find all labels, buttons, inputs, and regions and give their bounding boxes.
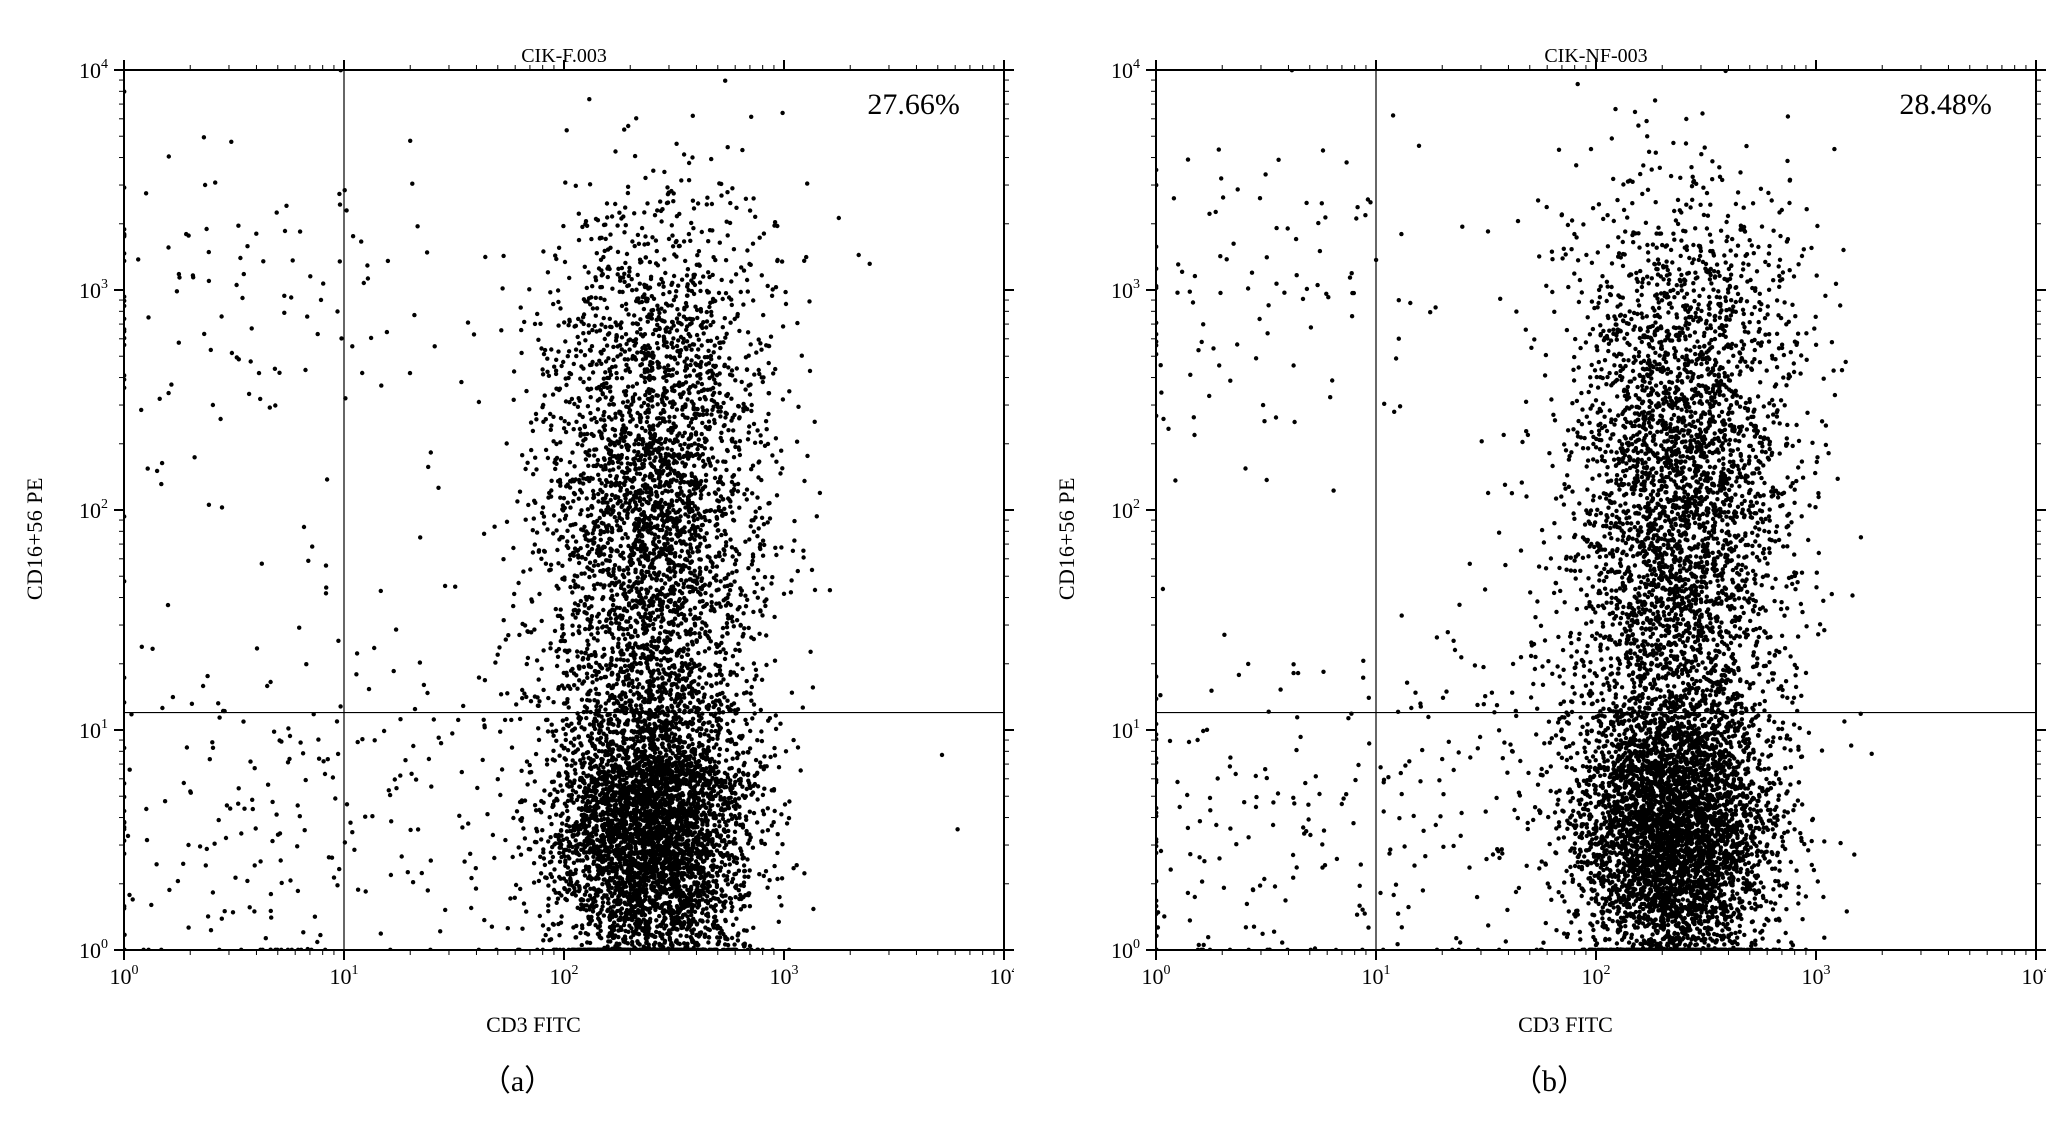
- plot-title: CIK-NF-003: [1544, 45, 1647, 67]
- scatter-points: [122, 68, 960, 952]
- svg-container: 100 101 102 103 104 100 101 102 103 104 CIK-NF-00…: [1086, 40, 2046, 1038]
- tick-label: 102: [79, 497, 108, 523]
- tick-label: 101: [1111, 717, 1140, 743]
- tick-label: 101: [329, 963, 358, 989]
- tick-label: 104: [79, 57, 108, 83]
- scatter-plot: 100 101 102 103 104 100 101 102 103 104 CIK-F.003…: [54, 40, 1014, 1010]
- tick-label: 100: [109, 963, 138, 989]
- x-axis-label: CD3 FITC: [1086, 1012, 2046, 1038]
- tick-label: 101: [1361, 963, 1390, 989]
- plot-title: CIK-F.003: [521, 45, 607, 67]
- tick-label: 102: [549, 963, 578, 989]
- percentage-label: 27.66%: [867, 88, 960, 121]
- y-axis-label: CD16+56 PE: [1054, 477, 1080, 600]
- tick-label: 100: [1141, 963, 1170, 989]
- panel-0: CD16+56 PE 10010110210310410010110210310…: [22, 40, 1014, 1100]
- plot-wrap: CD16+56 PE 10010110210310410010110210310…: [22, 40, 1014, 1038]
- tick-label: 102: [1111, 497, 1140, 523]
- figure-root: CD16+56 PE 10010110210310410010110210310…: [40, 40, 2027, 1100]
- panel-tag: （a）: [481, 1056, 554, 1100]
- plot-wrap: CD16+56 PE 10010110210310410010110210310…: [1054, 40, 2046, 1038]
- tick-label: 103: [1111, 277, 1140, 303]
- tick-label: 100: [79, 937, 108, 963]
- scatter-points: [1154, 68, 1874, 952]
- panel-tag: （b）: [1512, 1056, 1587, 1100]
- tick-label: 103: [769, 963, 798, 989]
- tick-label: 104: [989, 963, 1014, 989]
- x-axis-label: CD3 FITC: [54, 1012, 1014, 1038]
- percentage-label: 28.48%: [1899, 88, 1992, 121]
- tick-label: 104: [2021, 963, 2046, 989]
- tick-label: 103: [79, 277, 108, 303]
- tick-label: 102: [1581, 963, 1610, 989]
- tick-label: 104: [1111, 57, 1140, 83]
- scatter-plot: 100 101 102 103 104 100 101 102 103 104 CIK-NF-00…: [1086, 40, 2046, 1010]
- y-axis-label: CD16+56 PE: [22, 477, 48, 600]
- tick-label: 101: [79, 717, 108, 743]
- tick-label: 100: [1111, 937, 1140, 963]
- tick-label: 103: [1801, 963, 1830, 989]
- svg-container: 100 101 102 103 104 100 101 102 103 104 CIK-F.003…: [54, 40, 1014, 1038]
- panel-1: CD16+56 PE 10010110210310410010110210310…: [1054, 40, 2046, 1100]
